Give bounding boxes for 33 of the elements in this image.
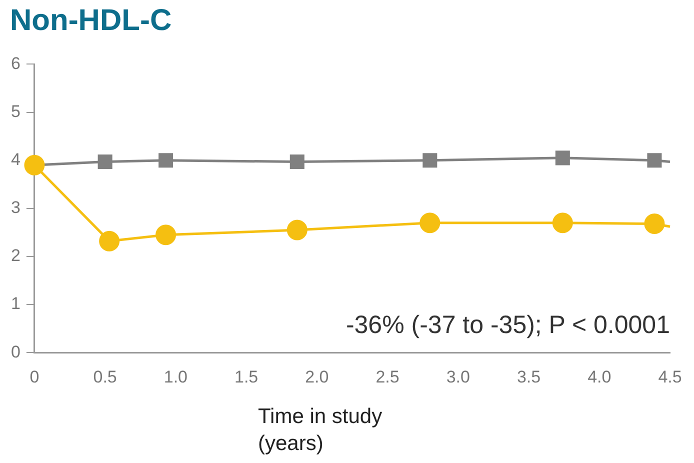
point [647, 153, 662, 168]
point [156, 224, 176, 246]
point [158, 153, 174, 168]
point [290, 154, 304, 170]
chart-title: Non-HDL-C [10, 4, 172, 38]
point [422, 153, 438, 168]
point [99, 230, 120, 252]
point [555, 150, 570, 166]
x-tick-label: 0 [30, 367, 40, 386]
y-tick-label: 6 [10, 54, 20, 73]
x-tick-label: 0.5 [93, 367, 117, 386]
x-tick-label: 3.0 [446, 367, 470, 386]
point [98, 154, 112, 170]
x-tick-label: 1.5 [234, 367, 258, 386]
point [24, 154, 45, 176]
x-tick-label: 1.0 [164, 367, 188, 386]
x-tick-label: 3.5 [516, 367, 541, 386]
point [644, 214, 665, 234]
point [552, 212, 573, 234]
point [286, 220, 308, 240]
x-tick-label: 4.5 [658, 367, 682, 386]
x-tick-label: 2.5 [376, 367, 400, 386]
y-tick-label: 1 [10, 294, 20, 314]
y-tick-label: 0 [10, 342, 20, 362]
x-tick-label: 4.0 [588, 367, 612, 386]
y-tick-label: 4 [10, 150, 20, 170]
y-tick-label: 3 [10, 198, 20, 218]
annotation: -36% (-37 to -35); P < 0.0001 [346, 310, 670, 339]
y-tick-label: 2 [10, 246, 20, 266]
x-axis-title: Time in study (years) [258, 404, 384, 457]
x-tick-label: 2.0 [305, 367, 329, 386]
y-tick-label: 5 [10, 102, 20, 121]
point [420, 212, 440, 234]
